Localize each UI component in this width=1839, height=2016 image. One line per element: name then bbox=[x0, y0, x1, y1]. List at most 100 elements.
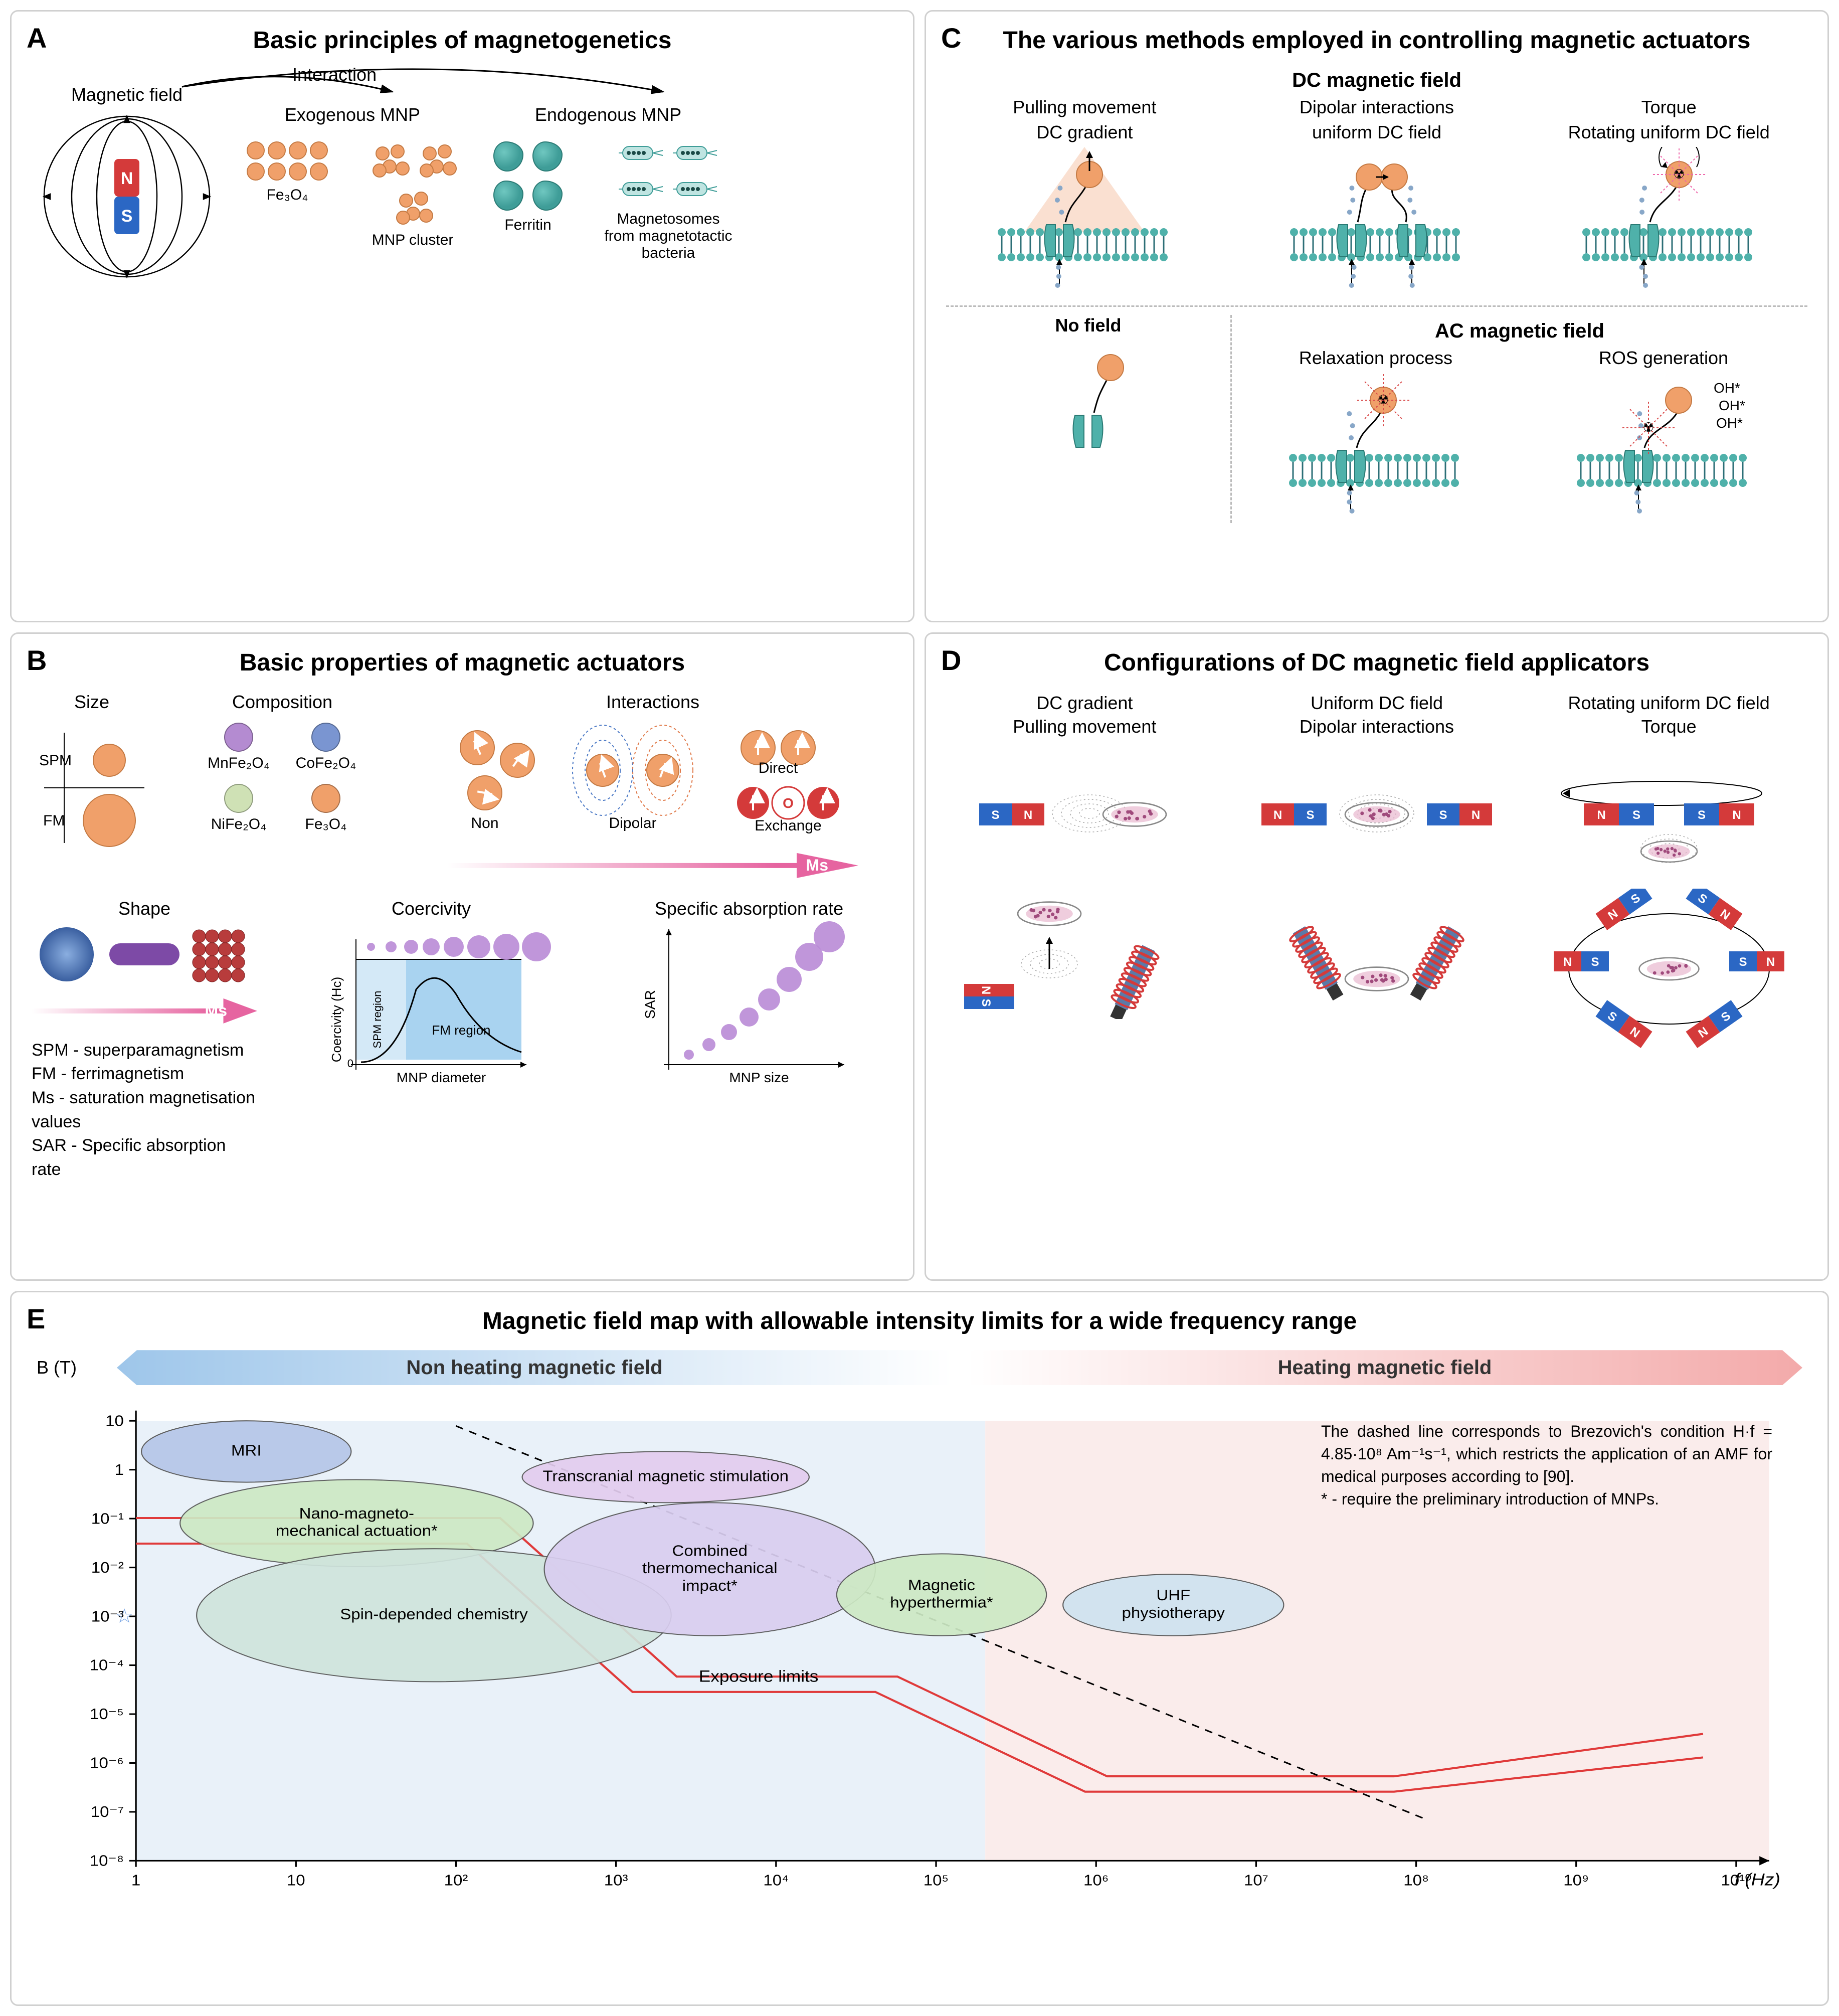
svg-text:S: S bbox=[1632, 808, 1640, 822]
svg-text:S: S bbox=[121, 207, 133, 226]
ac-ros-icon: ☢OH*OH*OH* bbox=[1573, 373, 1754, 523]
svg-text:10⁶: 10⁶ bbox=[1083, 1872, 1109, 1889]
panel-a-label: A bbox=[27, 22, 47, 54]
ac-ros-cell: ROS generation ☢OH*OH*OH* bbox=[1520, 348, 1807, 523]
fe3o4-label: Fe₃O₄ bbox=[267, 187, 308, 204]
brezovich-note: The dashed line corresponds to Brezovich… bbox=[1321, 1420, 1772, 1510]
svg-text:FM region: FM region bbox=[432, 1023, 490, 1038]
svg-text:FM: FM bbox=[43, 812, 65, 829]
svg-text:S: S bbox=[979, 999, 993, 1007]
dc-pulling-icon bbox=[994, 147, 1175, 297]
svg-text:Nano-magneto-: Nano-magneto- bbox=[299, 1504, 414, 1522]
svg-text:N: N bbox=[1472, 808, 1480, 822]
panel-b: B Basic properties of magnetic actuators… bbox=[10, 632, 914, 1281]
interactions-icon: Non Dipolar bbox=[447, 723, 858, 838]
coercivity-title: Coercivity bbox=[287, 898, 575, 919]
sar-chart: SARMNP size bbox=[605, 919, 893, 1090]
panel-e-title: Magnetic field map with allowable intens… bbox=[37, 1307, 1802, 1335]
svg-text:MRI: MRI bbox=[231, 1442, 262, 1459]
endogenous-label: Endogenous MNP bbox=[535, 104, 681, 125]
dc-dipolar-icon bbox=[1286, 147, 1467, 297]
panel-b-label: B bbox=[27, 644, 47, 677]
bacteria-icon bbox=[613, 141, 723, 205]
shape-label: Shape bbox=[32, 898, 257, 919]
panel-b-title: Basic properties of magnetic actuators bbox=[32, 649, 893, 677]
svg-text:1: 1 bbox=[131, 1872, 140, 1889]
svg-text:S: S bbox=[992, 808, 1000, 822]
pd-col1: DC gradientPulling movement S N N S bbox=[964, 692, 1205, 1050]
svg-text:mechanical actuation*: mechanical actuation* bbox=[276, 1522, 438, 1540]
heating-arrow: Heating magnetic field bbox=[967, 1350, 1802, 1385]
svg-text:10⁵: 10⁵ bbox=[924, 1872, 949, 1889]
svg-text:☢: ☢ bbox=[1642, 420, 1654, 435]
mnp-cluster-icon bbox=[362, 141, 463, 226]
dc-dipolar-cell: Dipolar interactions uniform DC field bbox=[1238, 97, 1516, 297]
svg-text:OH*: OH* bbox=[1719, 398, 1745, 413]
svg-text:10⁻⁴: 10⁻⁴ bbox=[90, 1656, 124, 1674]
svg-text:thermomechanical: thermomechanical bbox=[642, 1559, 778, 1577]
svg-text:O: O bbox=[783, 795, 794, 811]
dc-gradient-bar-icon: S N bbox=[964, 748, 1205, 879]
coercivity-chart: Coercivity (Hc)0SPM regionFM regionMNP d… bbox=[287, 919, 575, 1090]
svg-text:☆: ☆ bbox=[115, 1605, 133, 1627]
composition-grid: MnFe₂O₄CoFe₂O₄NiFe₂O₄Fe₃O₄ bbox=[208, 723, 357, 833]
fe3o4-particles-icon bbox=[242, 141, 332, 181]
svg-text:physiotherapy: physiotherapy bbox=[1122, 1604, 1225, 1621]
dc-gradient-coil-icon: N S bbox=[964, 889, 1205, 1019]
ferritin-label: Ferritin bbox=[504, 217, 551, 234]
svg-text:impact*: impact* bbox=[682, 1577, 738, 1594]
svg-text:Magnetic: Magnetic bbox=[908, 1576, 975, 1594]
svg-text:10⁻⁸: 10⁻⁸ bbox=[90, 1852, 124, 1870]
dc-field-heading: DC magnetic field bbox=[946, 69, 1807, 92]
panel-d-title: Configurations of DC magnetic field appl… bbox=[946, 649, 1807, 677]
no-field-cell: No field bbox=[946, 315, 1230, 523]
sar-title: Specific absorption rate bbox=[605, 898, 893, 919]
svg-text:☢: ☢ bbox=[1377, 392, 1389, 407]
dc-dipolar-sub: uniform DC field bbox=[1312, 122, 1441, 143]
panel-e-label: E bbox=[27, 1302, 45, 1335]
svg-text:N: N bbox=[1563, 955, 1571, 969]
ms-shape-arrow-icon: Ms bbox=[32, 998, 257, 1024]
svg-text:10⁻⁷: 10⁻⁷ bbox=[91, 1803, 124, 1820]
ms-gradient-arrow-icon: Ms bbox=[447, 853, 858, 878]
pd-col3: Rotating uniform DC fieldTorque N S S N … bbox=[1549, 692, 1789, 1050]
uniform-dc-coil-icon bbox=[1256, 889, 1497, 1019]
svg-text:10⁻⁶: 10⁻⁶ bbox=[90, 1754, 124, 1772]
svg-text:MNP size: MNP size bbox=[729, 1070, 789, 1085]
svg-text:UHF: UHF bbox=[1156, 1587, 1190, 1604]
panel-a-title: Basic principles of magnetogenetics bbox=[32, 27, 893, 54]
panel-c: C The various methods employed in contro… bbox=[925, 10, 1829, 622]
interactions-label: Interactions bbox=[606, 692, 699, 713]
svg-text:10⁹: 10⁹ bbox=[1563, 1872, 1589, 1889]
svg-text:10⁻⁵: 10⁻⁵ bbox=[90, 1706, 124, 1723]
svg-text:N: N bbox=[1732, 808, 1741, 822]
ac-relax-icon: ☢ bbox=[1285, 373, 1466, 523]
svg-text:S: S bbox=[1591, 955, 1599, 969]
svg-text:10⁸: 10⁸ bbox=[1403, 1872, 1429, 1889]
yaxis-label: B (T) bbox=[37, 1357, 102, 1378]
svg-text:1: 1 bbox=[115, 1461, 124, 1478]
svg-text:Spin-depended chemistry: Spin-depended chemistry bbox=[340, 1605, 527, 1623]
svg-text:Combined: Combined bbox=[672, 1542, 748, 1560]
svg-text:S: S bbox=[1439, 808, 1447, 822]
ac-relax-cell: Relaxation process ☢ bbox=[1232, 348, 1520, 523]
svg-text:Dipolar: Dipolar bbox=[609, 815, 656, 831]
rotating-dc-bar-icon: N S S N bbox=[1549, 748, 1789, 879]
size-icon: SPM FM bbox=[34, 723, 149, 853]
svg-text:f (Hz): f (Hz) bbox=[1735, 1870, 1780, 1889]
bar-magnet-icon: N S bbox=[32, 111, 222, 282]
dc-torque-title: Torque bbox=[1641, 97, 1697, 118]
svg-text:10: 10 bbox=[287, 1872, 305, 1889]
no-field-title: No field bbox=[1055, 315, 1121, 336]
mnp-cluster-label: MNP cluster bbox=[372, 232, 454, 249]
ac-ros-title: ROS generation bbox=[1599, 348, 1728, 369]
pd-col2: Uniform DC fieldDipolar interactions N S… bbox=[1256, 692, 1497, 1050]
svg-text:0: 0 bbox=[347, 1057, 353, 1070]
svg-text:S: S bbox=[1306, 808, 1314, 822]
panel-c-title: The various methods employed in controll… bbox=[946, 27, 1807, 54]
svg-text:10: 10 bbox=[105, 1412, 124, 1430]
svg-text:10⁻¹: 10⁻¹ bbox=[91, 1510, 124, 1528]
composition-label: Composition bbox=[232, 692, 332, 713]
dc-torque-cell: Torque Rotating uniform DC field ☢ bbox=[1530, 97, 1807, 297]
svg-text:10⁷: 10⁷ bbox=[1244, 1872, 1268, 1889]
